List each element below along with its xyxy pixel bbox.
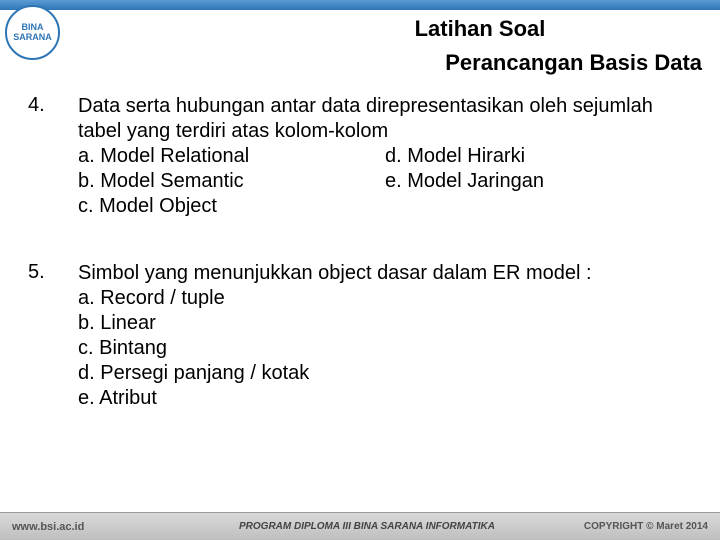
question-body: Data serta hubungan antar data direprese… [78,94,692,219]
slide-footer: www.bsi.ac.id PROGRAM DIPLOMA III BINA S… [0,512,720,540]
option: d. Model Hirarki [385,144,692,169]
page-title: Latihan Soal [240,16,720,42]
option: b. Model Semantic [78,169,385,194]
question-number: 5. [28,261,78,411]
institution-logo: BINA SARANA [5,5,60,60]
questions-container: 4. Data serta hubungan antar data direpr… [0,80,720,411]
question-text: Data serta hubungan antar data direprese… [78,94,692,144]
options-list: a. Record / tuple b. Linear c. Bintang d… [78,286,692,411]
slide-header: Latihan Soal Perancangan Basis Data [0,10,720,80]
option: e. Model Jaringan [385,169,692,194]
question-text: Simbol yang menunjukkan object dasar dal… [78,261,692,286]
question-block: 4. Data serta hubungan antar data direpr… [28,94,692,219]
logo-text: BINA SARANA [7,23,58,43]
page-subtitle: Perancangan Basis Data [0,50,720,76]
option: c. Bintang [78,336,692,361]
option: c. Model Object [78,194,385,219]
options-col-left: a. Model Relational b. Model Semantic c.… [78,144,385,219]
footer-copyright: COPYRIGHT © Maret 2014 [584,521,720,532]
option: d. Persegi panjang / kotak [78,361,692,386]
option: b. Linear [78,311,692,336]
question-number: 4. [28,94,78,219]
footer-url: www.bsi.ac.id [0,521,150,533]
question-block: 5. Simbol yang menunjukkan object dasar … [28,261,692,411]
question-body: Simbol yang menunjukkan object dasar dal… [78,261,692,411]
footer-program: PROGRAM DIPLOMA III BINA SARANA INFORMAT… [150,521,584,532]
option: a. Model Relational [78,144,385,169]
options-row: a. Model Relational b. Model Semantic c.… [78,144,692,219]
top-accent-bar [0,0,720,10]
options-col-right: d. Model Hirarki e. Model Jaringan [385,144,692,219]
option: e. Atribut [78,386,692,411]
option: a. Record / tuple [78,286,692,311]
